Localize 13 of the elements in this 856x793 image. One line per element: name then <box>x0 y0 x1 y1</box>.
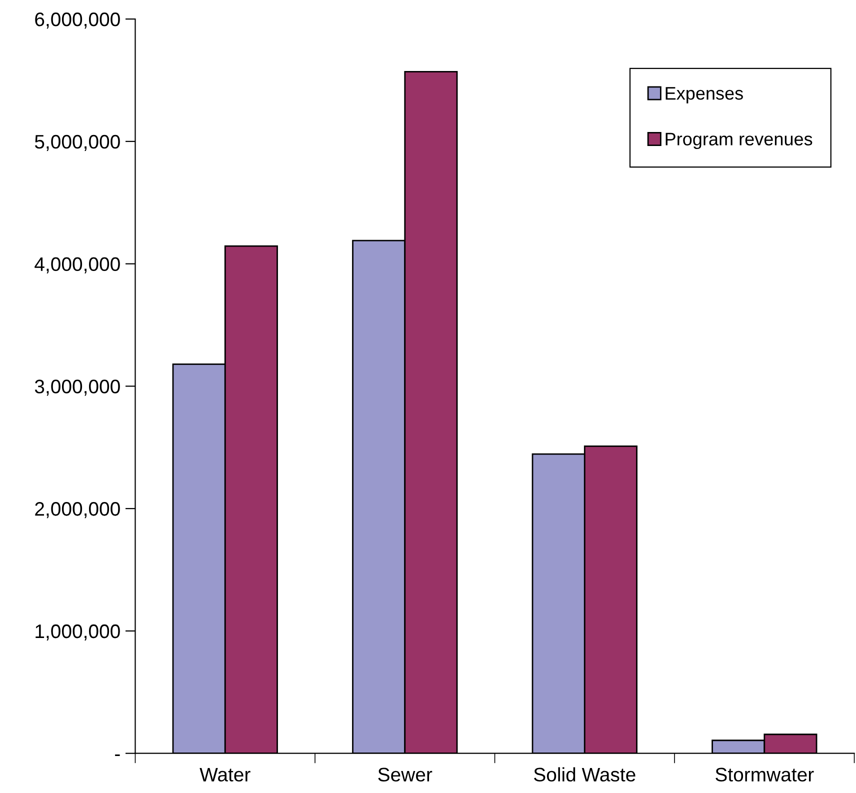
y-tick-label: 1,000,000 <box>36 624 120 640</box>
x-tick-label: Sewer <box>378 768 432 782</box>
x-tick-label: Solid Waste <box>534 767 636 782</box>
y-tick-label: 3,000,000 <box>34 380 120 396</box>
x-tick-label: Water <box>200 768 250 782</box>
x-tick-label: Stormwater <box>716 768 814 782</box>
y-tick-label: 2,000,000 <box>35 502 120 518</box>
legend-label: Expenses <box>666 87 743 104</box>
y-tick-label: 5,000,000 <box>34 134 120 151</box>
y-tick-label: - <box>115 754 120 756</box>
y-tick-label: 4,000,000 <box>34 257 120 274</box>
y-tick-label: 6,000,000 <box>35 12 120 29</box>
legend-label: Program revenues <box>666 132 812 150</box>
